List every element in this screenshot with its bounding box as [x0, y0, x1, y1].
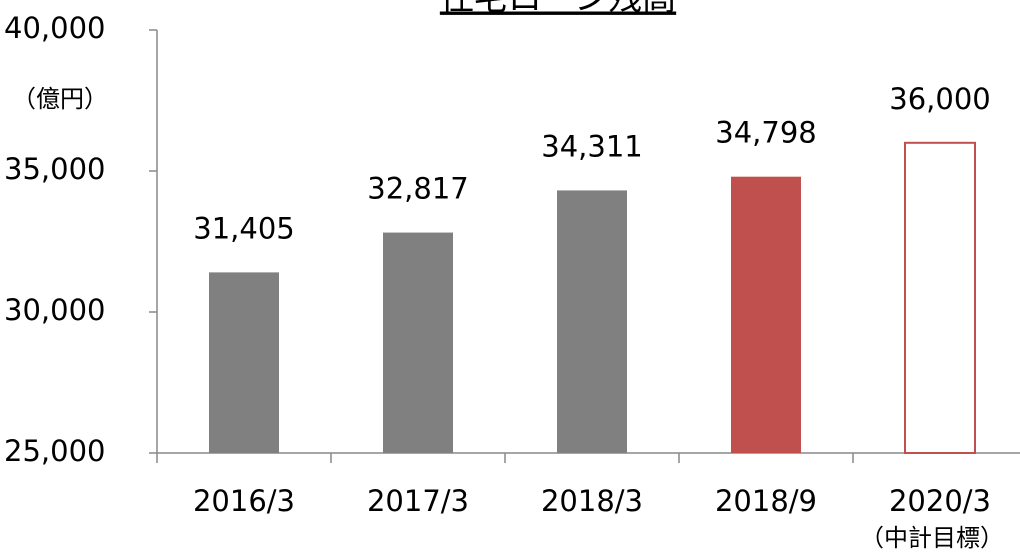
value-label: 32,817 — [367, 172, 468, 206]
x-tick-label: 2020/3 — [889, 484, 991, 518]
bar — [731, 176, 801, 453]
bar — [209, 272, 279, 453]
value-label: 31,405 — [193, 211, 294, 245]
bar — [383, 232, 453, 453]
x-tick-label: 2017/3 — [367, 484, 469, 518]
unit-label: （億円） — [12, 85, 108, 113]
x-tick-note: （中計目標） — [860, 524, 1004, 552]
x-tick-label: 2018/9 — [715, 484, 817, 518]
bar — [904, 141, 976, 455]
y-tick-label: 30,000 — [4, 293, 105, 327]
value-label: 34,798 — [715, 116, 816, 150]
bar — [557, 190, 627, 453]
y-tick-label: 35,000 — [4, 152, 105, 186]
value-label: 36,000 — [889, 82, 990, 116]
x-tick-label: 2018/3 — [541, 484, 643, 518]
chart-title: 住宅ローン残高 — [440, 0, 676, 19]
y-tick-label: 25,000 — [4, 434, 105, 468]
y-tick-label: 40,000 — [4, 11, 105, 45]
x-tick-label: 2016/3 — [193, 484, 295, 518]
value-label: 34,311 — [541, 129, 642, 163]
